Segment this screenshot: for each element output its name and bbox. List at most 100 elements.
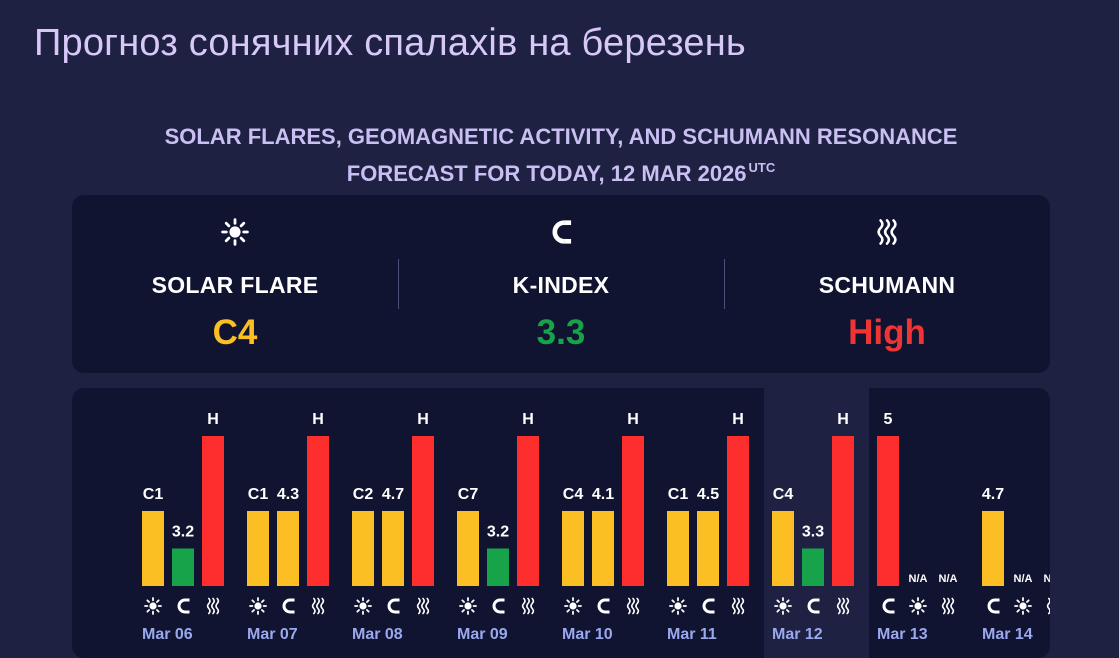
solar-flare-value-label: C2 (353, 486, 374, 503)
date-label: Mar 06 (142, 626, 193, 643)
day-group-today[interactable]: C4 3.3 H Mar 12 (764, 388, 869, 658)
k-index-bar (877, 436, 899, 586)
k-index-value-label: 3.2 (487, 524, 509, 541)
date-label: Mar 13 (877, 626, 928, 643)
sun-icon (354, 597, 372, 615)
k-index-metric: K-INDEX 3.3 (398, 195, 724, 373)
waves-icon (1046, 597, 1050, 615)
k-index-bar (802, 548, 824, 586)
schumann-bar (307, 436, 329, 586)
solar-flare-bar (247, 511, 269, 586)
day-group[interactable]: C1 4.3 H Mar 07 (247, 411, 329, 643)
k-index-value-label: 3.3 (802, 524, 824, 541)
utc-label: UTC (748, 160, 776, 175)
sun-icon (564, 597, 582, 615)
solar-flare-value-label: C1 (143, 486, 164, 503)
day-group[interactable]: C2 4.7 H Mar 08 (352, 411, 434, 643)
day-group[interactable]: 4.7 N/A N/A Mar 14 (982, 486, 1050, 643)
solar-flare-bar (352, 511, 374, 586)
k-index-label: K-INDEX (512, 272, 610, 298)
page-title: Прогноз сонячних спалахів на березень (34, 22, 746, 64)
schumann-metric: SCHUMANN High (724, 195, 1050, 373)
forecast-bar-chart: H C1 3.2 H Mar 06 C1 4.3 H Mar 07 C2 4.7 H Mar 08 C7 3… (142, 388, 1050, 658)
schumann-bar (727, 436, 749, 586)
sun-icon (669, 597, 687, 615)
date-label: Mar 12 (772, 626, 823, 643)
solar-flare-bar (772, 511, 794, 586)
waves-icon (521, 597, 535, 615)
date-label: Mar 09 (457, 626, 508, 643)
waves-icon (416, 597, 430, 615)
magnet-icon (387, 598, 400, 614)
magnet-icon (807, 598, 820, 614)
subtitle-line-2: forecast for today, 12 Mar 2026 UTC (72, 152, 1050, 189)
schumann-label: SCHUMANN (818, 272, 956, 298)
solar-flare-bar (667, 511, 689, 586)
k-index-value-label: 4.7 (982, 486, 1004, 503)
date-label: Mar 10 (562, 626, 613, 643)
day-group[interactable]: C1 3.2 H Mar 06 (142, 411, 224, 643)
daily-forecast-chart[interactable]: H C1 3.2 H Mar 06 C1 4.3 H Mar 07 C2 4.7 H Mar 08 C7 3… (72, 388, 1050, 658)
magnet-icon (702, 598, 715, 614)
waves-icon (731, 597, 745, 615)
schumann-value-label: H (417, 411, 429, 428)
sun-icon (249, 597, 267, 615)
schumann-bar (622, 436, 644, 586)
solar-flare-value: C4 (212, 313, 258, 352)
waves-icon (941, 597, 955, 615)
magnet-icon (282, 598, 295, 614)
waves-icon (626, 597, 640, 615)
k-index-bar (697, 511, 719, 586)
k-index-bar (592, 511, 614, 586)
subtitle-date-text: forecast for today, 12 Mar 2026 (346, 161, 747, 186)
sun-icon (909, 597, 927, 615)
schumann-value-label: H (732, 411, 744, 428)
schumann-value: High (848, 313, 926, 352)
schumann-value-label: H (207, 411, 219, 428)
schumann-bar (412, 436, 434, 586)
day-group[interactable]: 5 N/A N/A Mar 13 (877, 411, 958, 643)
waves-icon (206, 597, 220, 615)
k-index-bar (382, 511, 404, 586)
schumann-value-label: H (312, 411, 324, 428)
k-index-bar (487, 548, 509, 586)
k-index-bar (172, 548, 194, 586)
solar-flare-value-label: C7 (458, 486, 479, 503)
na-label: N/A (939, 573, 958, 585)
day-group[interactable]: C1 4.5 H Mar 11 (667, 411, 749, 643)
date-label: Mar 07 (247, 626, 298, 643)
sun-icon (1014, 597, 1032, 615)
solar-flare-value-label: C4 (563, 486, 584, 503)
k-index-value-label: 4.1 (592, 486, 614, 503)
na-label: N/A (1044, 573, 1050, 585)
na-label: N/A (1014, 573, 1033, 585)
k-index-value-label: 4.7 (382, 486, 404, 503)
schumann-value-label: H (837, 411, 849, 428)
solar-flare-value-label: C1 (248, 486, 269, 503)
magnet-icon (552, 220, 572, 244)
day-group[interactable]: C4 4.1 H Mar 10 (562, 411, 644, 643)
k-index-value: 3.3 (536, 313, 586, 352)
magnet-icon (987, 598, 1000, 614)
k-index-bar (982, 511, 1004, 586)
date-label: Mar 11 (667, 626, 717, 643)
solar-flare-bar (142, 511, 164, 586)
solar-flare-bar (562, 511, 584, 586)
forecast-subtitle: Solar flares, geomagnetic activity, and … (72, 121, 1050, 189)
schumann-bar (202, 436, 224, 586)
schumann-bar (832, 436, 854, 586)
date-label: Mar 08 (352, 626, 403, 643)
solar-flare-metric: SOLAR FLARE C4 (72, 195, 398, 373)
k-index-value-label: 5 (884, 411, 893, 428)
date-label: Mar 14 (982, 626, 1033, 643)
day-group[interactable]: C7 3.2 H Mar 09 (457, 411, 539, 643)
k-index-bar (277, 511, 299, 586)
magnet-icon (597, 598, 610, 614)
na-label: N/A (909, 573, 928, 585)
schumann-bar (517, 436, 539, 586)
k-index-value-label: 4.3 (277, 486, 299, 503)
magnet-icon (492, 598, 505, 614)
sun-icon (221, 218, 249, 246)
magnet-icon (882, 598, 895, 614)
waves-icon (877, 219, 897, 245)
